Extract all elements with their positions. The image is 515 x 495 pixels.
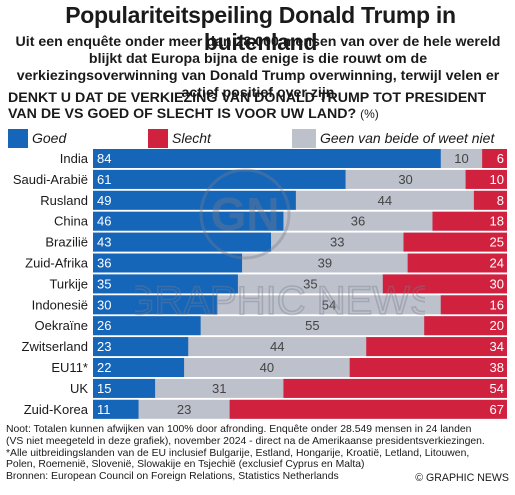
bar-goed	[93, 399, 139, 419]
value-label-goed: 30	[97, 297, 111, 312]
value-label-slecht: 25	[490, 235, 504, 250]
category-label: Zuid-Korea	[24, 402, 89, 417]
legend-label-geen: Geen van beide of weet niet	[320, 130, 495, 146]
bar-slecht	[473, 190, 507, 210]
chart-title: Populariteitspeiling Donald Trump in bui…	[65, 2, 456, 55]
category-label: Brazilië	[45, 235, 88, 250]
value-label-slecht: 34	[490, 339, 504, 354]
bar-slecht	[283, 378, 507, 398]
value-label-geen: 31	[212, 381, 226, 396]
value-label-goed: 43	[97, 235, 111, 250]
bar-goed	[93, 211, 284, 231]
footnote: Noot: Totalen kunnen afwijken van 100% d…	[6, 424, 511, 483]
value-label-goed: 46	[97, 214, 111, 229]
category-label: Turkije	[49, 276, 88, 291]
bar-goed	[93, 378, 156, 398]
value-label-geen: 54	[322, 297, 336, 312]
value-label-goed: 23	[97, 339, 111, 354]
value-label-slecht: 30	[490, 276, 504, 291]
value-label-slecht: 10	[490, 172, 504, 187]
bar-slecht	[465, 169, 507, 189]
bar-goed	[93, 358, 185, 377]
value-label-geen: 40	[260, 360, 274, 375]
category-label: China	[54, 214, 89, 229]
value-label-goed: 26	[97, 318, 111, 333]
value-label-slecht: 6	[497, 151, 504, 166]
bar-goed	[93, 337, 189, 357]
bar-slecht	[229, 399, 507, 419]
bar-goed	[93, 274, 238, 294]
value-label-slecht: 20	[490, 318, 504, 333]
bar-slecht	[366, 337, 507, 357]
legend-label-goed: Goed	[32, 130, 67, 146]
value-label-geen: 30	[398, 172, 412, 187]
legend-swatch-goed	[8, 129, 28, 148]
legend-swatch-geen	[292, 129, 316, 148]
value-label-slecht: 67	[490, 402, 504, 417]
category-label: Oekraïne	[35, 318, 88, 333]
footnote-line: Noot: Totalen kunnen afwijken van 100% d…	[6, 424, 472, 435]
footnote-line: *Alle uitbreidingslanden van de EU inclu…	[6, 447, 470, 459]
value-label-geen: 44	[270, 339, 284, 354]
value-label-goed: 84	[97, 151, 111, 166]
source-line: Bronnen: European Council on Foreign Rel…	[6, 471, 339, 483]
category-label: Zuid-Afrika	[25, 256, 89, 271]
value-label-goed: 49	[97, 193, 111, 208]
value-label-geen: 23	[177, 402, 191, 417]
survey-question: DENKT U DAT DE VERKIEZING VAN DONALD TRU…	[8, 90, 508, 122]
category-label: Saudi-Arabië	[13, 172, 88, 187]
footnote-line: (VS niet meegeteld in deze grafiek), nov…	[6, 435, 485, 447]
bar-slecht	[349, 358, 507, 377]
unit-label: (%)	[360, 107, 379, 121]
bar-goed	[93, 295, 218, 315]
value-label-slecht: 54	[490, 381, 504, 396]
value-label-slecht: 16	[490, 297, 504, 312]
category-label: Zwitserland	[22, 339, 88, 354]
question-text: DENKT U DAT DE VERKIEZING VAN DONALD TRU…	[8, 90, 487, 122]
value-label-geen: 35	[303, 276, 317, 291]
bar-goed	[93, 232, 272, 252]
bar-slecht	[382, 274, 507, 294]
category-label: Indonesië	[32, 297, 88, 312]
value-label-slecht: 24	[490, 256, 504, 271]
bar-slecht	[407, 253, 507, 273]
legend-swatch-slecht	[148, 129, 168, 148]
chart-subtitle: Uit een enquête onder meer dan 28.000 me…	[15, 34, 501, 101]
value-label-goed: 15	[97, 381, 111, 396]
value-label-slecht: 38	[490, 360, 504, 375]
bar-goed	[93, 253, 243, 273]
value-label-goed: 22	[97, 360, 111, 375]
bar-goed	[93, 169, 346, 189]
value-label-goed: 61	[97, 172, 111, 187]
bar-goed	[93, 190, 296, 210]
value-label-slecht: 18	[490, 214, 504, 229]
bar-slecht	[403, 232, 507, 252]
bar-slecht	[482, 149, 507, 168]
value-label-geen: 44	[378, 193, 392, 208]
bar-slecht	[424, 316, 507, 336]
bar-slecht	[440, 295, 507, 315]
value-label-slecht: 8	[497, 193, 504, 208]
value-label-geen: 55	[305, 318, 319, 333]
value-label-goed: 36	[97, 256, 111, 271]
bar-goed	[93, 149, 441, 168]
value-label-geen: 10	[454, 151, 468, 166]
value-label-goed: 11	[97, 402, 111, 417]
bar-goed	[93, 316, 201, 336]
value-label-goed: 35	[97, 276, 111, 291]
category-label: Rusland	[40, 193, 88, 208]
value-label-geen: 39	[318, 256, 332, 271]
value-label-geen: 33	[330, 235, 344, 250]
category-label: EU11*	[51, 360, 88, 375]
stacked-bar-chart: India 84 10 6 Saudi-Arabië 61 30 10 Rusland 49 44 8…	[13, 149, 507, 419]
category-label: India	[60, 151, 89, 166]
value-label-geen: 36	[351, 214, 365, 229]
legend-label-slecht: Slecht	[172, 130, 211, 146]
credit: © GRAPHIC NEWS	[415, 472, 509, 484]
bar-slecht	[432, 211, 507, 231]
category-label: UK	[70, 381, 88, 396]
footnote-line: Polen, Roemenië, Slovenië, Slowakije en …	[6, 459, 365, 471]
